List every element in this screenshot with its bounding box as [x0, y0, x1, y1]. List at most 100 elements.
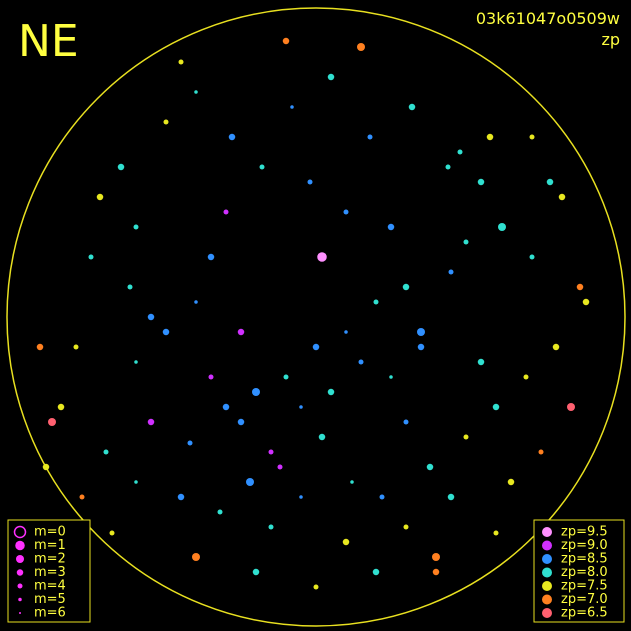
star — [88, 254, 94, 260]
legends: m=0m=1m=2m=3m=4m=5m=6zp=9.5zp=9.0zp=8.5z… — [13, 525, 608, 621]
zp-label: zp=9.5 — [561, 525, 608, 540]
star — [477, 358, 485, 366]
star — [187, 440, 193, 446]
zp-label: zp=7.0 — [561, 592, 608, 607]
zp-swatch — [542, 581, 552, 591]
zp-swatch — [542, 540, 552, 551]
star — [546, 178, 554, 186]
star — [426, 463, 434, 471]
star — [408, 103, 416, 111]
star — [268, 449, 274, 455]
star — [457, 149, 463, 155]
frame-id: 03k61047o0509w — [476, 9, 620, 28]
star — [194, 300, 198, 304]
star — [103, 449, 109, 455]
star — [432, 553, 440, 561]
magnitude-swatch — [16, 569, 24, 576]
star — [447, 493, 455, 501]
star — [358, 359, 364, 365]
star — [379, 494, 385, 500]
star — [134, 480, 138, 484]
star — [283, 374, 289, 380]
star — [372, 568, 380, 576]
star — [445, 164, 451, 170]
star — [403, 419, 409, 425]
star — [317, 252, 327, 262]
magnitude-label: m=6 — [34, 606, 66, 621]
star — [268, 524, 274, 530]
star — [327, 73, 335, 81]
star — [307, 179, 313, 185]
zp-label: zp=7.5 — [561, 579, 608, 594]
zp-label: zp=8.0 — [561, 565, 608, 580]
magnitude-swatch — [17, 583, 23, 589]
star — [523, 374, 529, 380]
field-circle — [6, 7, 626, 627]
star — [223, 209, 229, 215]
star — [493, 530, 499, 536]
star — [344, 330, 348, 334]
star — [194, 90, 198, 94]
star — [252, 388, 260, 396]
star — [492, 403, 500, 411]
magnitude-swatch — [16, 555, 24, 563]
star — [96, 193, 104, 201]
star — [192, 553, 200, 561]
zp-label: zp=6.5 — [561, 606, 608, 621]
star — [343, 209, 349, 215]
magnitude-swatch — [18, 597, 22, 602]
star — [57, 403, 65, 411]
star — [117, 163, 125, 171]
corner-label: NE — [18, 16, 79, 67]
star — [36, 343, 44, 351]
magnitude-label: m=1 — [34, 538, 66, 553]
star — [387, 223, 395, 231]
star — [207, 253, 215, 261]
star — [228, 133, 236, 141]
star — [498, 223, 506, 231]
magnitude-label: m=2 — [34, 552, 66, 567]
zp-label: zp=9.0 — [561, 538, 608, 553]
star — [507, 478, 515, 486]
zp-swatch — [542, 594, 552, 605]
star — [529, 254, 535, 260]
star — [373, 299, 379, 305]
magnitude-swatch — [13, 525, 27, 539]
star — [389, 375, 393, 379]
star — [42, 463, 50, 471]
star — [252, 568, 260, 576]
zp-label: zp=8.5 — [561, 552, 608, 567]
color-key: zp — [601, 30, 620, 49]
star — [552, 343, 560, 351]
star — [567, 403, 575, 411]
star — [79, 494, 85, 500]
star — [299, 405, 303, 409]
star — [73, 344, 79, 350]
star — [432, 568, 440, 576]
star — [178, 59, 184, 65]
magnitude-swatch — [19, 612, 21, 614]
star — [237, 418, 245, 426]
star — [463, 239, 469, 245]
star — [147, 313, 155, 321]
zp-swatch — [542, 554, 552, 564]
star — [134, 360, 138, 364]
magnitude-swatch — [15, 540, 25, 551]
star — [282, 37, 290, 45]
star — [177, 493, 185, 501]
zp-swatch — [542, 527, 552, 537]
star — [538, 449, 544, 455]
magnitude-label: m=4 — [34, 579, 66, 594]
star — [403, 524, 409, 530]
star — [246, 478, 254, 486]
zp-swatch — [542, 567, 552, 578]
star — [299, 495, 303, 499]
star — [350, 480, 354, 484]
magnitude-label: m=3 — [34, 565, 66, 580]
star — [277, 464, 283, 470]
star — [417, 328, 425, 336]
star — [417, 343, 425, 351]
star — [217, 509, 223, 515]
